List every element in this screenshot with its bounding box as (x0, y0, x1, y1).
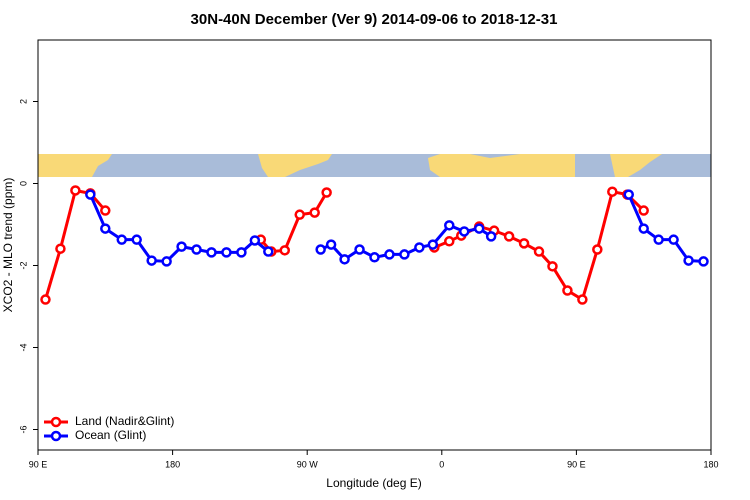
point (683, 255, 694, 266)
legend-marker (50, 430, 62, 442)
plot-frame (37, 39, 712, 451)
y-tick-label: 0 (18, 181, 28, 186)
point (279, 245, 291, 256)
x-tick-label: 90 W (297, 459, 319, 469)
point (221, 247, 232, 258)
x-tick-label: 90 E (29, 459, 48, 469)
y-tick-label: 2 (18, 99, 28, 104)
point (40, 294, 51, 305)
point (315, 244, 326, 255)
point (70, 185, 81, 196)
point (473, 223, 485, 234)
point (399, 249, 410, 260)
point (458, 226, 470, 237)
point (263, 246, 274, 257)
point (236, 247, 247, 258)
series-line (44, 188, 645, 302)
point (339, 254, 350, 265)
point (607, 186, 618, 197)
point (100, 205, 111, 216)
point (309, 207, 320, 218)
point (55, 243, 66, 254)
point (414, 242, 425, 253)
point (577, 294, 588, 305)
point (116, 234, 128, 245)
legend-label: Land (Nadir&Glint) (75, 414, 174, 428)
point (191, 244, 202, 255)
point (369, 252, 380, 263)
point (592, 244, 603, 255)
point (321, 187, 332, 198)
point (161, 256, 172, 267)
point (638, 205, 649, 216)
point (485, 231, 497, 242)
point (638, 223, 649, 234)
point (384, 249, 395, 260)
point (100, 223, 111, 234)
point (533, 246, 545, 257)
point (623, 189, 634, 200)
y-tick-label: -6 (18, 425, 28, 433)
x-axis-label: Longitude (deg E) (326, 476, 421, 490)
point (503, 231, 515, 242)
point (698, 256, 709, 267)
x-tick-label: 180 (703, 459, 718, 469)
x-tick-label: 0 (439, 459, 444, 469)
point (547, 261, 558, 272)
point (668, 234, 679, 245)
point (444, 220, 455, 231)
legend-label: Ocean (Glint) (75, 428, 146, 442)
point (562, 285, 573, 296)
point (653, 234, 664, 245)
point (146, 255, 157, 266)
point (427, 239, 439, 250)
point (85, 189, 96, 200)
chart-title: 30N-40N December (Ver 9) 2014-09-06 to 2… (191, 11, 558, 28)
point (294, 209, 305, 220)
point (354, 244, 365, 255)
point (206, 247, 217, 258)
point (131, 234, 142, 245)
x-tick-label: 90 E (567, 459, 586, 469)
y-axis-label: XCO2 - MLO trend (ppm) (1, 178, 15, 313)
point (518, 238, 530, 249)
map-strip (38, 154, 711, 177)
point (249, 235, 261, 246)
y-tick-label: -2 (18, 261, 28, 269)
point (444, 236, 455, 247)
legend-marker (50, 416, 62, 428)
y-tick-label: -4 (18, 343, 28, 351)
point (176, 241, 187, 252)
x-tick-label: 180 (165, 459, 180, 469)
point (325, 239, 337, 250)
